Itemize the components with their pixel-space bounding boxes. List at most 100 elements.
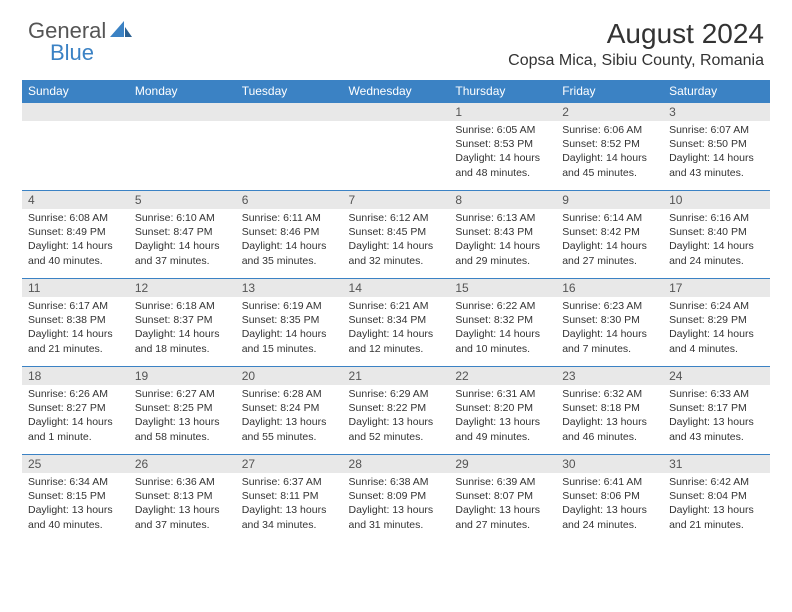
weekday-header: Saturday bbox=[663, 80, 770, 103]
day-details: Sunrise: 6:17 AMSunset: 8:38 PMDaylight:… bbox=[22, 297, 129, 358]
day-number: 4 bbox=[22, 191, 129, 209]
page-header: General Blue August 2024 Copsa Mica, Sib… bbox=[0, 0, 792, 76]
sunrise-line: Sunrise: 6:05 AM bbox=[455, 123, 550, 137]
sunrise-line: Sunrise: 6:32 AM bbox=[562, 387, 657, 401]
sunrise-line: Sunrise: 6:17 AM bbox=[28, 299, 123, 313]
day-details: Sunrise: 6:33 AMSunset: 8:17 PMDaylight:… bbox=[663, 385, 770, 446]
daylight-line: Daylight: 13 hours and 55 minutes. bbox=[242, 415, 337, 443]
daylight-line: Daylight: 14 hours and 1 minute. bbox=[28, 415, 123, 443]
calendar-day-cell: 9Sunrise: 6:14 AMSunset: 8:42 PMDaylight… bbox=[556, 191, 663, 279]
day-details: Sunrise: 6:18 AMSunset: 8:37 PMDaylight:… bbox=[129, 297, 236, 358]
day-number: 2 bbox=[556, 103, 663, 121]
sunrise-line: Sunrise: 6:11 AM bbox=[242, 211, 337, 225]
sunrise-line: Sunrise: 6:19 AM bbox=[242, 299, 337, 313]
calendar-day-cell: 3Sunrise: 6:07 AMSunset: 8:50 PMDaylight… bbox=[663, 103, 770, 191]
day-details: Sunrise: 6:21 AMSunset: 8:34 PMDaylight:… bbox=[343, 297, 450, 358]
sunrise-line: Sunrise: 6:33 AM bbox=[669, 387, 764, 401]
daylight-line: Daylight: 14 hours and 40 minutes. bbox=[28, 239, 123, 267]
sunset-line: Sunset: 8:24 PM bbox=[242, 401, 337, 415]
sunrise-line: Sunrise: 6:10 AM bbox=[135, 211, 230, 225]
daylight-line: Daylight: 14 hours and 7 minutes. bbox=[562, 327, 657, 355]
daylight-line: Daylight: 14 hours and 35 minutes. bbox=[242, 239, 337, 267]
day-number: 20 bbox=[236, 367, 343, 385]
day-details: Sunrise: 6:16 AMSunset: 8:40 PMDaylight:… bbox=[663, 209, 770, 270]
calendar-day-cell: 23Sunrise: 6:32 AMSunset: 8:18 PMDayligh… bbox=[556, 367, 663, 455]
sunrise-line: Sunrise: 6:36 AM bbox=[135, 475, 230, 489]
calendar-day-cell: 14Sunrise: 6:21 AMSunset: 8:34 PMDayligh… bbox=[343, 279, 450, 367]
logo-word-2: Blue bbox=[50, 40, 94, 66]
day-number: 12 bbox=[129, 279, 236, 297]
sunset-line: Sunset: 8:17 PM bbox=[669, 401, 764, 415]
weekday-header: Monday bbox=[129, 80, 236, 103]
calendar-day-cell: 16Sunrise: 6:23 AMSunset: 8:30 PMDayligh… bbox=[556, 279, 663, 367]
daylight-line: Daylight: 14 hours and 37 minutes. bbox=[135, 239, 230, 267]
calendar-day-cell bbox=[129, 103, 236, 191]
day-number: 17 bbox=[663, 279, 770, 297]
day-details: Sunrise: 6:39 AMSunset: 8:07 PMDaylight:… bbox=[449, 473, 556, 534]
sunset-line: Sunset: 8:11 PM bbox=[242, 489, 337, 503]
sunset-line: Sunset: 8:43 PM bbox=[455, 225, 550, 239]
daylight-line: Daylight: 14 hours and 15 minutes. bbox=[242, 327, 337, 355]
daylight-line: Daylight: 14 hours and 45 minutes. bbox=[562, 151, 657, 179]
sunset-line: Sunset: 8:49 PM bbox=[28, 225, 123, 239]
day-number: 14 bbox=[343, 279, 450, 297]
day-number: 22 bbox=[449, 367, 556, 385]
day-number: 10 bbox=[663, 191, 770, 209]
day-details: Sunrise: 6:42 AMSunset: 8:04 PMDaylight:… bbox=[663, 473, 770, 534]
calendar-week-row: 18Sunrise: 6:26 AMSunset: 8:27 PMDayligh… bbox=[22, 367, 770, 455]
daylight-line: Daylight: 14 hours and 32 minutes. bbox=[349, 239, 444, 267]
sunrise-line: Sunrise: 6:06 AM bbox=[562, 123, 657, 137]
sunrise-line: Sunrise: 6:14 AM bbox=[562, 211, 657, 225]
calendar-week-row: 11Sunrise: 6:17 AMSunset: 8:38 PMDayligh… bbox=[22, 279, 770, 367]
calendar-week-row: 25Sunrise: 6:34 AMSunset: 8:15 PMDayligh… bbox=[22, 455, 770, 543]
day-number: 29 bbox=[449, 455, 556, 473]
day-number: 28 bbox=[343, 455, 450, 473]
sunrise-line: Sunrise: 6:13 AM bbox=[455, 211, 550, 225]
day-details: Sunrise: 6:27 AMSunset: 8:25 PMDaylight:… bbox=[129, 385, 236, 446]
sunset-line: Sunset: 8:32 PM bbox=[455, 313, 550, 327]
day-number: 30 bbox=[556, 455, 663, 473]
daylight-line: Daylight: 13 hours and 37 minutes. bbox=[135, 503, 230, 531]
daylight-line: Daylight: 14 hours and 29 minutes. bbox=[455, 239, 550, 267]
calendar-day-cell bbox=[22, 103, 129, 191]
sunset-line: Sunset: 8:20 PM bbox=[455, 401, 550, 415]
calendar-day-cell: 21Sunrise: 6:29 AMSunset: 8:22 PMDayligh… bbox=[343, 367, 450, 455]
calendar-day-cell: 24Sunrise: 6:33 AMSunset: 8:17 PMDayligh… bbox=[663, 367, 770, 455]
calendar-day-cell: 13Sunrise: 6:19 AMSunset: 8:35 PMDayligh… bbox=[236, 279, 343, 367]
calendar-week-row: 1Sunrise: 6:05 AMSunset: 8:53 PMDaylight… bbox=[22, 103, 770, 191]
sunrise-line: Sunrise: 6:12 AM bbox=[349, 211, 444, 225]
sunrise-line: Sunrise: 6:23 AM bbox=[562, 299, 657, 313]
daylight-line: Daylight: 14 hours and 21 minutes. bbox=[28, 327, 123, 355]
calendar-day-cell: 15Sunrise: 6:22 AMSunset: 8:32 PMDayligh… bbox=[449, 279, 556, 367]
sunset-line: Sunset: 8:46 PM bbox=[242, 225, 337, 239]
daylight-line: Daylight: 13 hours and 24 minutes. bbox=[562, 503, 657, 531]
day-details: Sunrise: 6:07 AMSunset: 8:50 PMDaylight:… bbox=[663, 121, 770, 182]
sunset-line: Sunset: 8:40 PM bbox=[669, 225, 764, 239]
day-number: 9 bbox=[556, 191, 663, 209]
day-details: Sunrise: 6:13 AMSunset: 8:43 PMDaylight:… bbox=[449, 209, 556, 270]
calendar-day-cell: 29Sunrise: 6:39 AMSunset: 8:07 PMDayligh… bbox=[449, 455, 556, 543]
day-number: 24 bbox=[663, 367, 770, 385]
sunset-line: Sunset: 8:15 PM bbox=[28, 489, 123, 503]
day-number: 23 bbox=[556, 367, 663, 385]
daylight-line: Daylight: 13 hours and 52 minutes. bbox=[349, 415, 444, 443]
sunrise-line: Sunrise: 6:24 AM bbox=[669, 299, 764, 313]
sunset-line: Sunset: 8:18 PM bbox=[562, 401, 657, 415]
sunrise-line: Sunrise: 6:37 AM bbox=[242, 475, 337, 489]
calendar-day-cell bbox=[236, 103, 343, 191]
sunrise-line: Sunrise: 6:28 AM bbox=[242, 387, 337, 401]
sunrise-line: Sunrise: 6:42 AM bbox=[669, 475, 764, 489]
daylight-line: Daylight: 14 hours and 10 minutes. bbox=[455, 327, 550, 355]
daylight-line: Daylight: 14 hours and 43 minutes. bbox=[669, 151, 764, 179]
day-number: 7 bbox=[343, 191, 450, 209]
day-number: 15 bbox=[449, 279, 556, 297]
title-block: August 2024 Copsa Mica, Sibiu County, Ro… bbox=[508, 18, 764, 70]
sunset-line: Sunset: 8:07 PM bbox=[455, 489, 550, 503]
sunset-line: Sunset: 8:34 PM bbox=[349, 313, 444, 327]
sunrise-line: Sunrise: 6:34 AM bbox=[28, 475, 123, 489]
calendar-day-cell: 30Sunrise: 6:41 AMSunset: 8:06 PMDayligh… bbox=[556, 455, 663, 543]
sunrise-line: Sunrise: 6:08 AM bbox=[28, 211, 123, 225]
daylight-line: Daylight: 13 hours and 58 minutes. bbox=[135, 415, 230, 443]
day-details: Sunrise: 6:05 AMSunset: 8:53 PMDaylight:… bbox=[449, 121, 556, 182]
day-details: Sunrise: 6:34 AMSunset: 8:15 PMDaylight:… bbox=[22, 473, 129, 534]
